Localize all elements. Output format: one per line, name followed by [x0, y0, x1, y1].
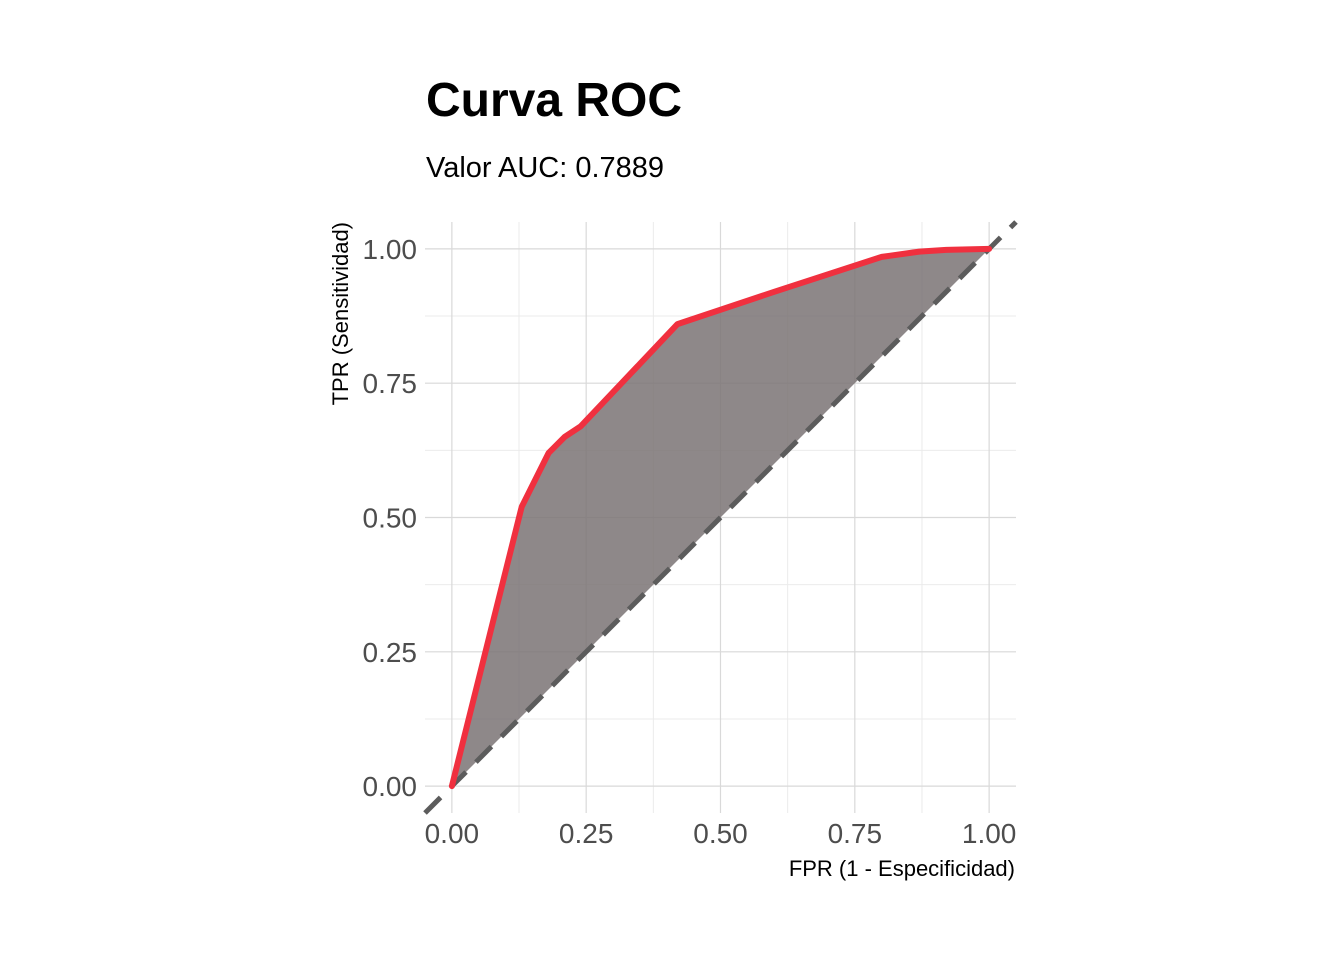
x-tick-label: 0.25 — [559, 818, 614, 849]
reference-line-layer — [423, 220, 1018, 815]
x-tick-label: 0.00 — [425, 818, 480, 849]
roc-curve-line — [448, 245, 993, 790]
reference-diagonal-line — [423, 220, 1018, 815]
y-tick-label: 0.25 — [363, 637, 418, 668]
y-axis-title: TPR (Sensitividad) — [328, 222, 353, 405]
y-tick-label: 0.00 — [363, 771, 418, 802]
chart-subtitle: Valor AUC: 0.7889 — [426, 152, 664, 184]
x-tick-label: 0.75 — [828, 818, 883, 849]
x-tick-label: 1.00 — [962, 818, 1017, 849]
x-tick-label: 0.50 — [693, 818, 748, 849]
y-axis-ticks: 0.00 0.25 0.50 0.75 1.00 — [363, 234, 418, 802]
y-tick-label: 0.75 — [363, 368, 418, 399]
chart-title: Curva ROC — [426, 74, 682, 127]
x-axis-ticks: 0.00 0.25 0.50 0.75 1.00 — [425, 818, 1017, 849]
y-tick-label: 1.00 — [363, 234, 418, 265]
x-axis-title: FPR (1 - Especificidad) — [789, 856, 1015, 881]
y-tick-label: 0.50 — [363, 503, 418, 534]
roc-curve-layer — [448, 245, 993, 790]
